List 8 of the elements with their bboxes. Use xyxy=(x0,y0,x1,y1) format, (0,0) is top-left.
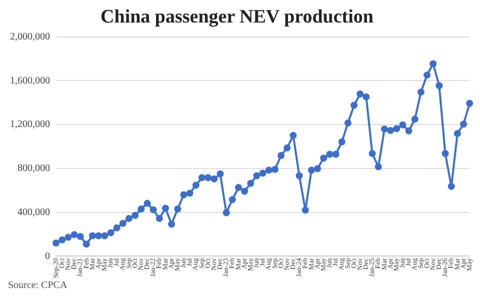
y-tick-label: 1,600,000 xyxy=(10,75,50,86)
y-tick-label: 400,000 xyxy=(18,206,50,218)
chart-title: China passenger NEV production xyxy=(100,6,374,28)
y-tick-label: 1,200,000 xyxy=(10,119,50,130)
y-tick-label: 0 xyxy=(45,250,50,262)
y-tick-label: 2,000,000 xyxy=(10,31,50,42)
y-tick-label: 800,000 xyxy=(18,163,50,174)
source-note: Source: CPCA xyxy=(8,280,68,291)
